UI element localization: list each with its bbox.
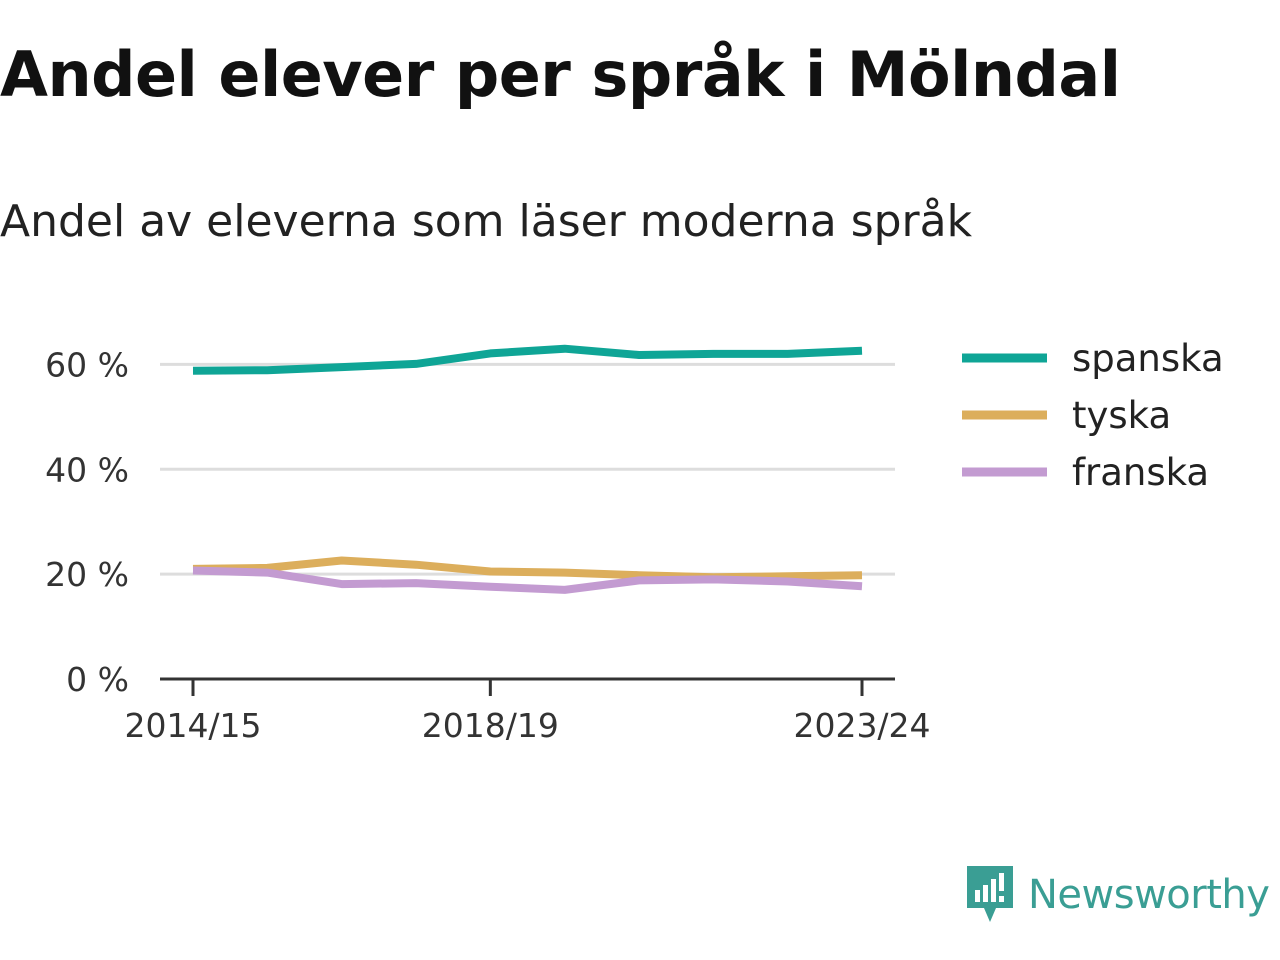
- axes: 0 % 20 % 40 % 60 % 2014/15 2018/19 2023/24: [45, 345, 930, 745]
- chart-subtitle: Andel av eleverna som läser moderna språ…: [0, 196, 973, 247]
- x-tick-label: 2018/19: [422, 706, 559, 745]
- y-tick-label: 0 %: [66, 660, 129, 699]
- x-tick-label: 2014/15: [124, 706, 261, 745]
- newsworthy-logo-icon: [967, 866, 1013, 922]
- brand-name: Newsworthy: [1028, 872, 1270, 918]
- x-tick-label: 2023/24: [793, 706, 930, 745]
- series-lines: [192, 344, 863, 594]
- series-line-spanska: [192, 344, 863, 375]
- line-chart: 0 % 20 % 40 % 60 % 2014/15 2018/19 2023/24 spa…: [45, 337, 1224, 745]
- y-tick-label: 20 %: [45, 555, 129, 594]
- legend-label-franska: franska: [1072, 451, 1209, 494]
- grid-lines: [160, 362, 895, 576]
- brand-logo: Newsworthy: [964, 864, 1270, 926]
- legend-label-tyska: tyska: [1072, 394, 1171, 437]
- series-line-franska: [192, 566, 863, 594]
- chart-title: Andel elever per språk i Mölndal: [0, 38, 1121, 111]
- y-tick-label: 60 %: [45, 345, 129, 384]
- legend-label-spanska: spanska: [1072, 337, 1224, 380]
- y-tick-label: 40 %: [45, 450, 129, 489]
- legend: spanska tyska franska: [962, 337, 1224, 494]
